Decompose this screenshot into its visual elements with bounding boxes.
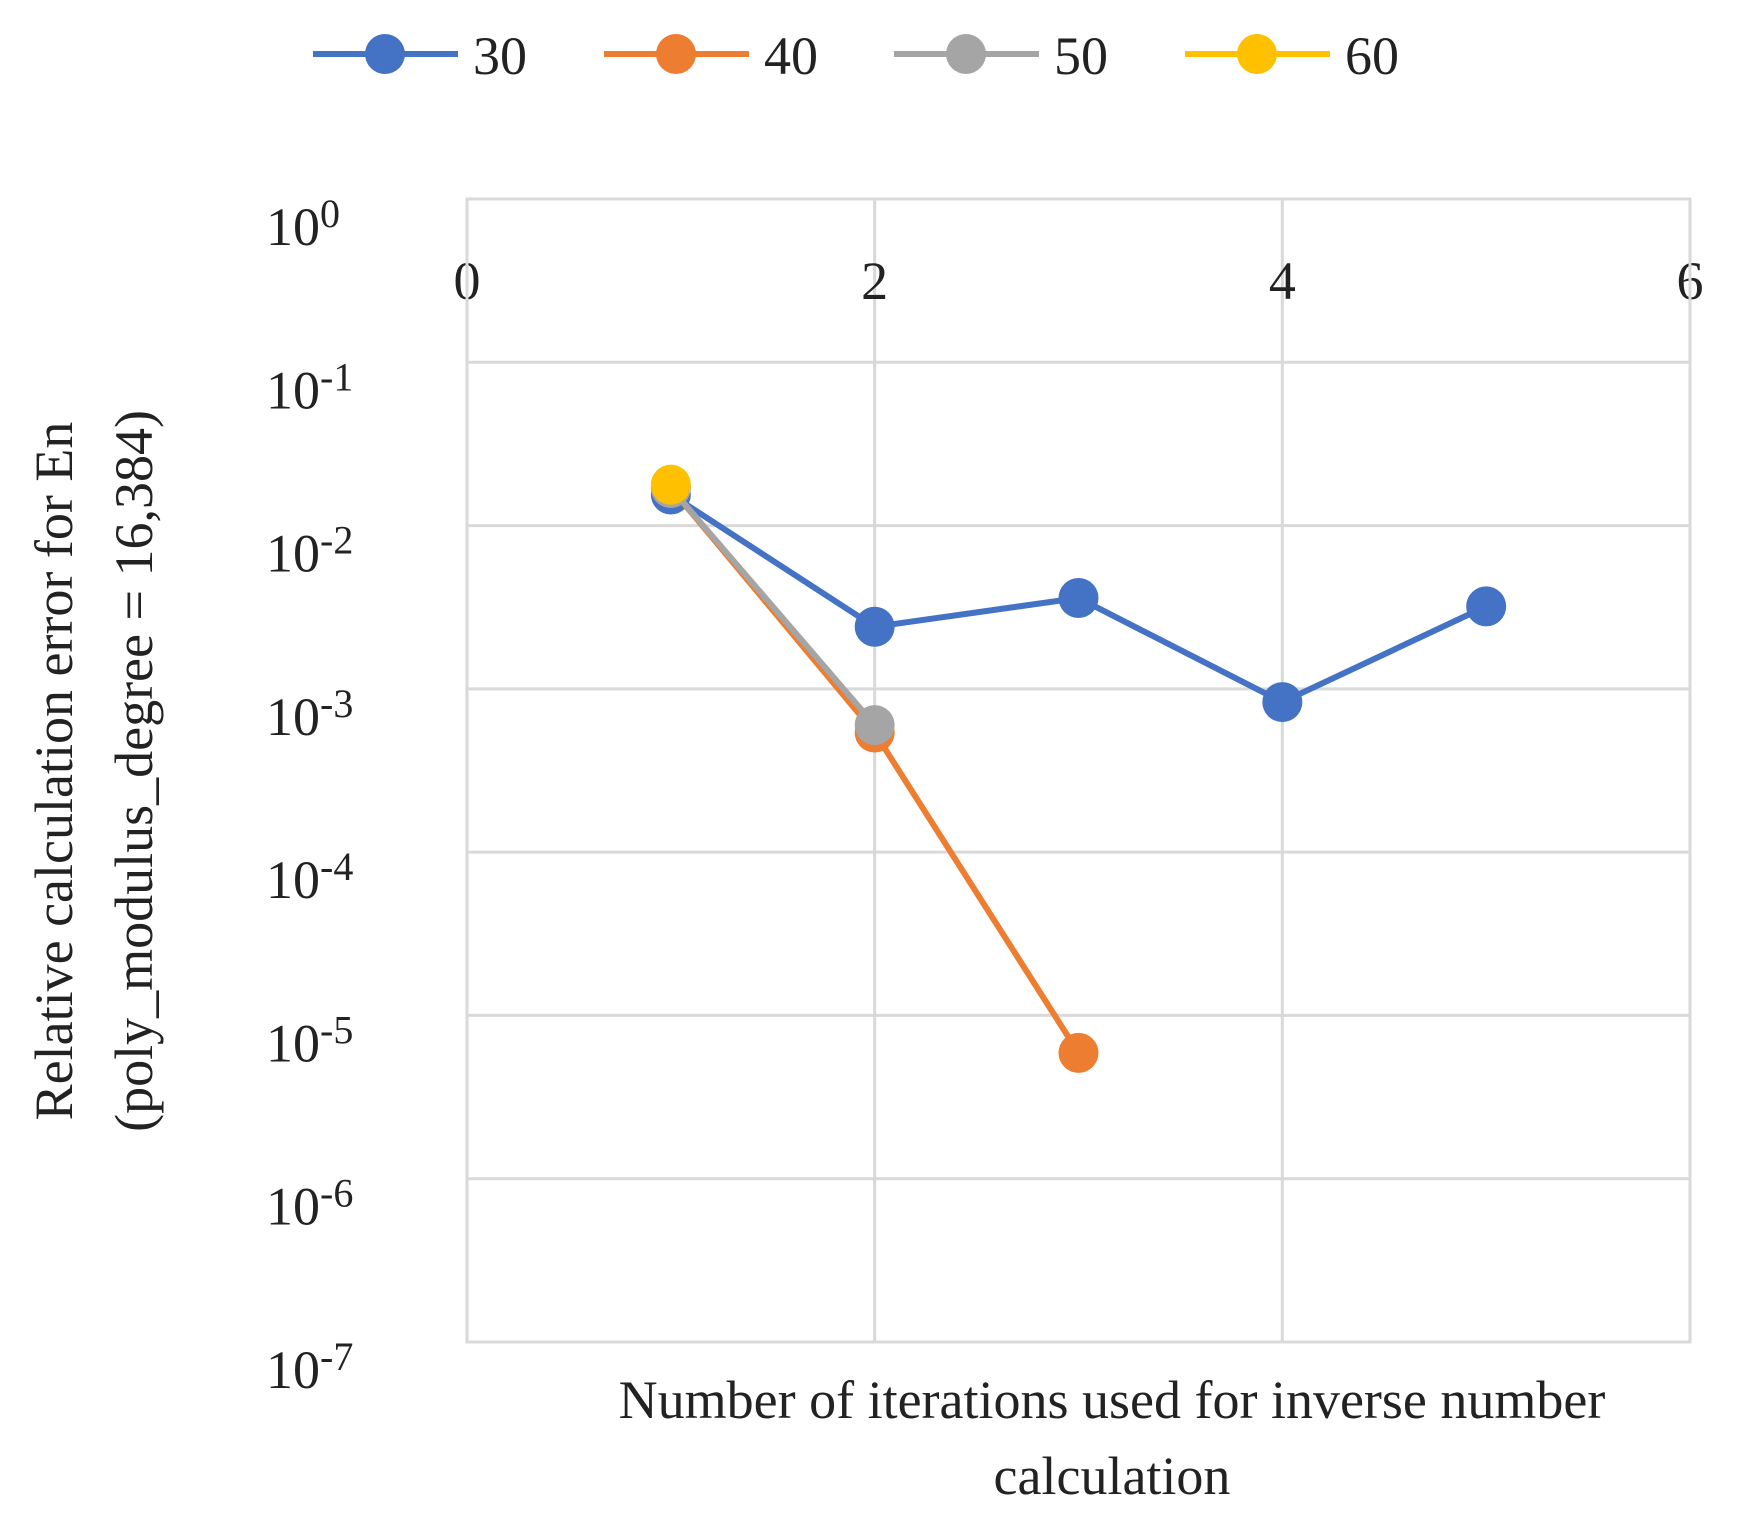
legend-marker xyxy=(365,34,405,74)
x-tick-label: 4 xyxy=(1269,251,1296,311)
y-tick-label: 10-5 xyxy=(266,1007,353,1073)
x-axis-title: Number of iterations used for inverse nu… xyxy=(619,1370,1606,1430)
legend-label: 30 xyxy=(473,26,527,86)
y-tick-label: 10-3 xyxy=(266,681,353,747)
legend-label: 40 xyxy=(764,26,818,86)
y-axis-title: Relative calculation error for En xyxy=(24,422,84,1121)
legend-label: 60 xyxy=(1345,26,1399,86)
point xyxy=(1262,682,1303,723)
point xyxy=(1466,586,1507,627)
x-tick-label: 2 xyxy=(861,251,888,311)
y-tick-label: 10-1 xyxy=(266,354,353,420)
point xyxy=(1058,1032,1099,1073)
point xyxy=(854,705,895,746)
plot-border xyxy=(465,197,1692,1344)
y-tick-label: 10-2 xyxy=(266,518,353,584)
legend-marker xyxy=(656,34,696,74)
y-tick-label: 100 xyxy=(266,191,340,257)
point xyxy=(650,464,691,505)
x-axis-title: calculation xyxy=(994,1446,1231,1506)
point xyxy=(1058,578,1099,619)
legend-marker xyxy=(1237,34,1277,74)
y-tick-label: 10-4 xyxy=(266,844,353,910)
y-tick-label: 10-6 xyxy=(266,1171,353,1237)
series-line xyxy=(668,485,877,728)
legend-label: 50 xyxy=(1054,26,1108,86)
y-tick-label: 10-7 xyxy=(266,1334,353,1400)
point xyxy=(854,606,895,647)
legend-marker xyxy=(946,34,986,74)
y-axis-title: (poly_modulus_degree = 16,384) xyxy=(104,410,164,1132)
